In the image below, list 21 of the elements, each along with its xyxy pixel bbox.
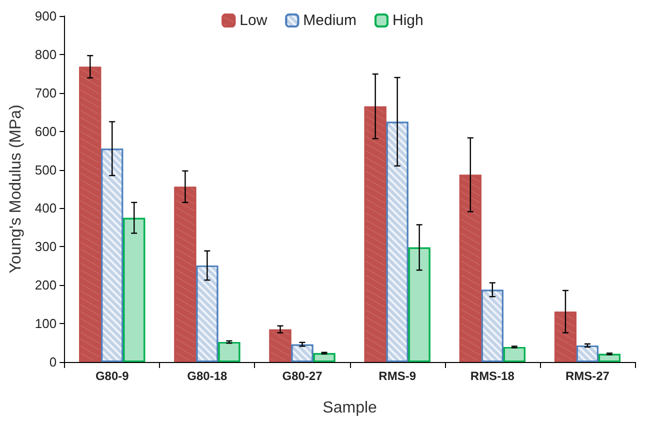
y-tick-label: 700: [34, 85, 57, 100]
legend-label: Low: [240, 12, 268, 29]
y-tick-label: 400: [34, 200, 57, 216]
x-tick-label: RMS-18: [470, 369, 515, 383]
y-tick-label: 300: [34, 239, 57, 254]
legend-label: High: [392, 12, 424, 29]
x-tick-label: G80-9: [95, 369, 130, 383]
y-tick-label: 0: [49, 354, 57, 370]
x-tick-label: G80-27: [282, 369, 323, 383]
x-tick-label: RMS-27: [565, 369, 610, 383]
y-tick-label: 800: [34, 46, 57, 62]
x-axis-title: Sample: [322, 400, 378, 416]
x-tick-label: G80-18: [187, 369, 228, 383]
y-tick-label: 100: [34, 316, 57, 332]
y-tick-label: 900: [34, 8, 57, 24]
y-axis-title: Young's Modulus (MPa): [8, 104, 24, 274]
x-tick-label: RMS-9: [378, 369, 416, 383]
y-tick-label: 500: [34, 162, 57, 178]
y-tick-label: 600: [34, 124, 57, 139]
legend-label: Medium: [303, 12, 357, 29]
y-tick-label: 200: [34, 278, 57, 293]
